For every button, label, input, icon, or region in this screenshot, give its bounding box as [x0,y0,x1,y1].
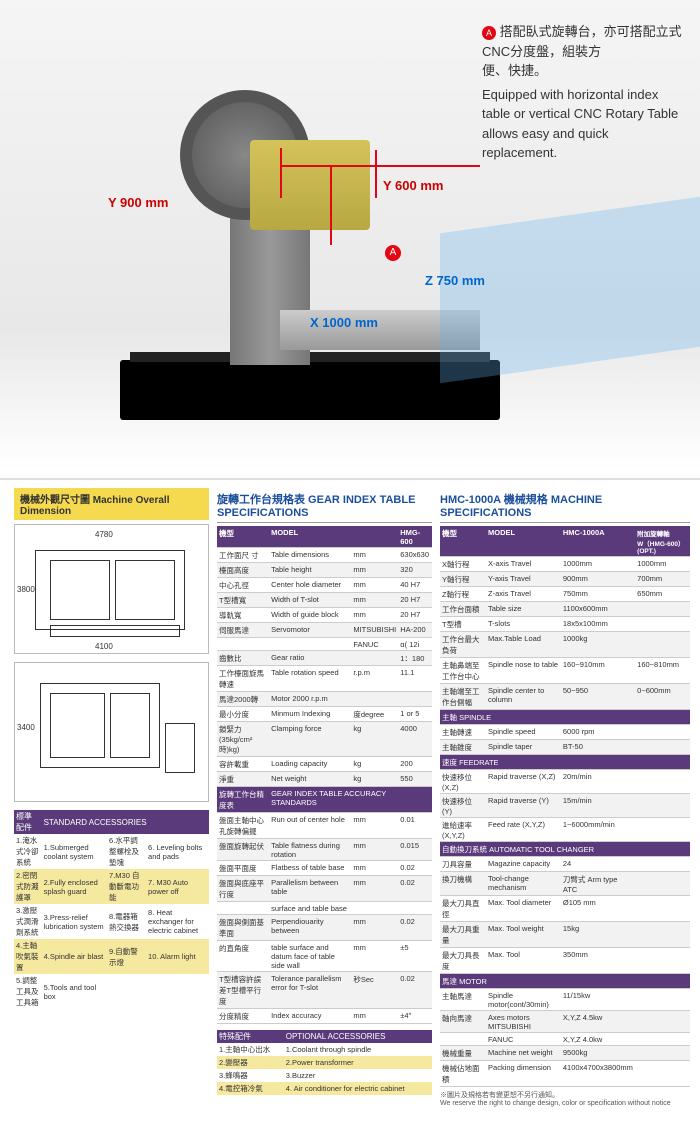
drawing-top: 4780 3800 4100 [14,524,209,654]
info-callout: A 搭配臥式旋轉台，亦可搭配立式 CNC分度盤，組裝方 便、快捷。 Equipp… [482,22,682,163]
overall-dim-col: 機械外觀尺寸圖 Machine Overall Dimension 4780 3… [14,488,209,1107]
machine-illustration [150,40,470,420]
hero-section: Y 900 mm Y 600 mm Z 750 mm X 1000 mm A A… [0,0,700,470]
dim-z750: Z 750 mm [425,273,485,288]
machine-spec-title: HMC-1000A 機械規格 MACHINE SPECIFICATIONS [440,488,690,523]
dim-x1000: X 1000 mm [310,315,378,330]
spec-note: ※圖片及規格若有變更恕不另行通知。 We reserve the right t… [440,1090,690,1107]
marker-a: A [385,245,401,261]
info-en: Equipped with horizontal index table or … [482,85,682,163]
spec-section: 機械外觀尺寸圖 Machine Overall Dimension 4780 3… [0,488,700,1121]
gear-index-table: 機型 MODEL HMG-600 工作面尺 寸Table dimensionsm… [217,526,432,1024]
opt-accessories: 特殊配件OPTIONAL ACCESSORIES 1.主軸中心出水1.Coola… [217,1030,432,1095]
gear-index-col: 旋轉工作台規格表 GEAR INDEX TABLE SPECIFICATIONS… [217,488,432,1107]
info-zh1: 搭配臥式旋轉台，亦可搭配立式 [500,24,682,39]
drawing-side: 3400 [14,662,209,802]
std-accessories: 標準配件STANDARD ACCESSORIES 1.淹水式冷卻系統1.Subm… [14,810,209,1009]
overall-dim-title: 機械外觀尺寸圖 Machine Overall Dimension [14,488,209,520]
machine-spec-col: HMC-1000A 機械規格 MACHINE SPECIFICATIONS 機型… [440,488,690,1107]
marker-a-icon: A [482,26,496,40]
gear-index-title: 旋轉工作台規格表 GEAR INDEX TABLE SPECIFICATIONS [217,488,432,523]
machine-spec-table: 機型 MODEL HMC-1000A 附加旋轉軸W（HMG-600）(OPT.)… [440,526,690,1087]
info-zh2: CNC分度盤，組裝方 [482,44,601,59]
info-zh3: 便、快捷。 [482,63,547,78]
dim-y900: Y 900 mm [108,195,168,210]
dim-y600: Y 600 mm [383,178,443,193]
